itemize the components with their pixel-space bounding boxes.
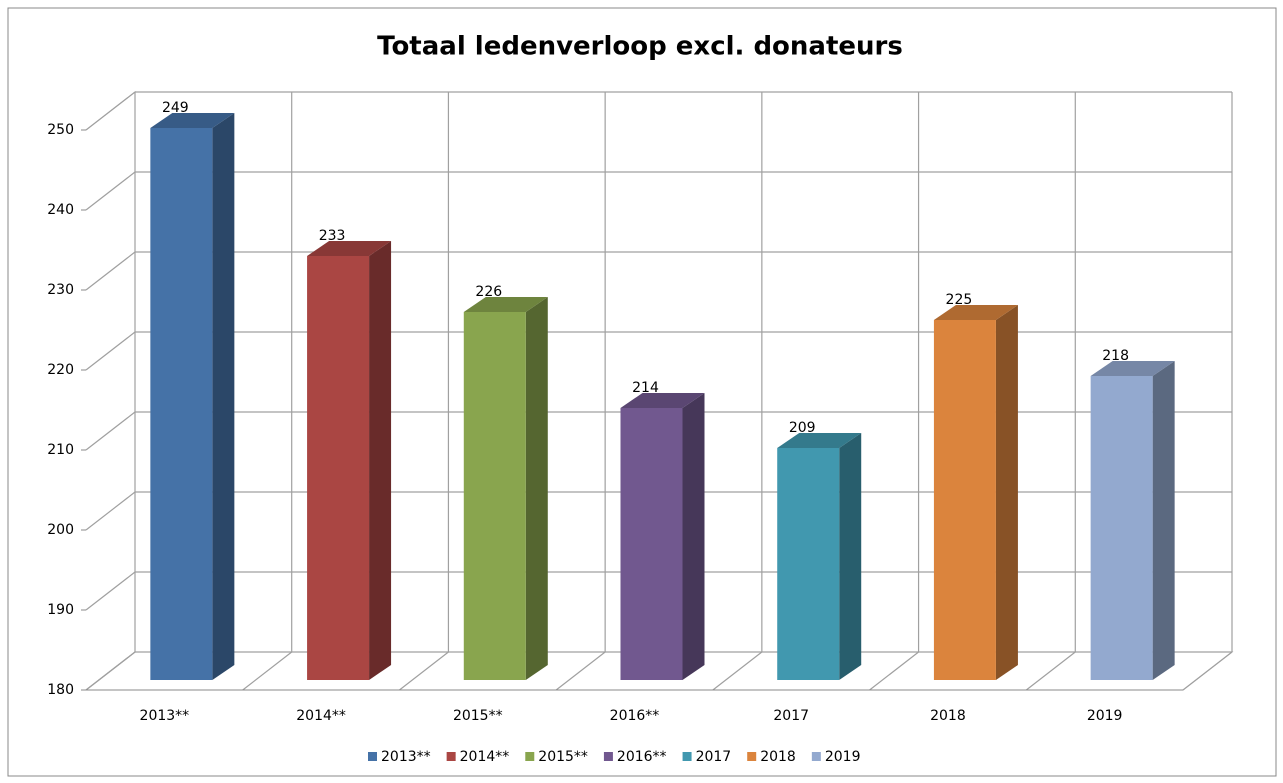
bar-top [150, 113, 235, 128]
bar-side [525, 297, 548, 680]
floor-line [399, 651, 449, 691]
bar-top [307, 241, 392, 256]
grid-line [85, 91, 136, 131]
grid-line [85, 331, 136, 371]
y-tick-label: 250 [47, 122, 74, 138]
floor-line [555, 651, 606, 691]
y-tick-label: 200 [47, 522, 74, 538]
bar [933, 320, 996, 680]
y-tick-label: 210 [47, 442, 74, 458]
x-tick-label: 2015** [453, 708, 503, 724]
bar-side [212, 113, 235, 680]
x-tick-label: 2019 [1087, 708, 1123, 724]
y-tick-label: 220 [47, 362, 74, 378]
bar-side [1152, 361, 1175, 680]
bar-side [839, 433, 862, 680]
x-tick-label: 2014** [296, 708, 346, 724]
bar [1090, 376, 1153, 680]
x-tick-label: 2017 [773, 708, 809, 724]
legend-label: 2014** [460, 749, 510, 765]
bar [620, 408, 683, 680]
x-tick-label: 2016** [610, 708, 660, 724]
bar [777, 448, 840, 680]
grid-line [85, 411, 136, 451]
bar-top [777, 433, 862, 448]
x-tick-label: 2018 [930, 708, 966, 724]
floor-line [869, 651, 919, 691]
data-label: 225 [946, 292, 973, 308]
bar-top [463, 297, 548, 312]
y-tick-label: 230 [47, 282, 74, 298]
chart-title: Totaal ledenverloop excl. donateurs [377, 32, 903, 62]
floor-line [712, 651, 763, 691]
x-tick-label: 2013** [140, 708, 190, 724]
floor-line [1025, 651, 1076, 691]
bar [307, 256, 370, 680]
floor-line [1182, 651, 1233, 691]
legend-swatch [446, 752, 456, 761]
bar-top [1090, 361, 1175, 376]
y-tick-label: 190 [47, 602, 74, 618]
bar-top [620, 393, 705, 408]
bar-side [682, 393, 705, 680]
grid-line [85, 571, 136, 611]
data-label: 218 [1102, 348, 1129, 364]
grid-line [85, 171, 136, 211]
legend-swatch [747, 752, 757, 761]
legend-swatch [525, 752, 535, 761]
y-tick-label: 240 [47, 202, 74, 218]
grid-line [85, 251, 136, 291]
data-label: 226 [475, 284, 502, 300]
bar [463, 312, 526, 680]
legend-label: 2019 [825, 749, 861, 765]
bar [150, 128, 213, 680]
legend-label: 2016** [617, 749, 667, 765]
legend-label: 2018 [760, 749, 796, 765]
legend-label: 2017 [696, 749, 732, 765]
legend-label: 2013** [381, 749, 431, 765]
y-tick-label: 180 [47, 682, 74, 698]
grid-line [85, 491, 136, 531]
floor-line [85, 651, 136, 691]
bar-side [369, 241, 392, 680]
legend-swatch [368, 752, 377, 761]
data-label: 233 [319, 228, 346, 244]
floor-line [242, 651, 293, 691]
legend: 2013** 2014** 2015** 2016** 2017 2018 2019 [368, 749, 860, 765]
legend-swatch [682, 752, 692, 761]
bar-side [995, 305, 1018, 680]
bar-top [933, 305, 1018, 320]
data-label: 209 [789, 420, 816, 436]
legend-swatch [603, 752, 613, 761]
data-label: 214 [632, 380, 659, 396]
data-label: 249 [162, 100, 189, 116]
legend-swatch [811, 752, 821, 761]
legend-label: 2015** [538, 749, 588, 765]
